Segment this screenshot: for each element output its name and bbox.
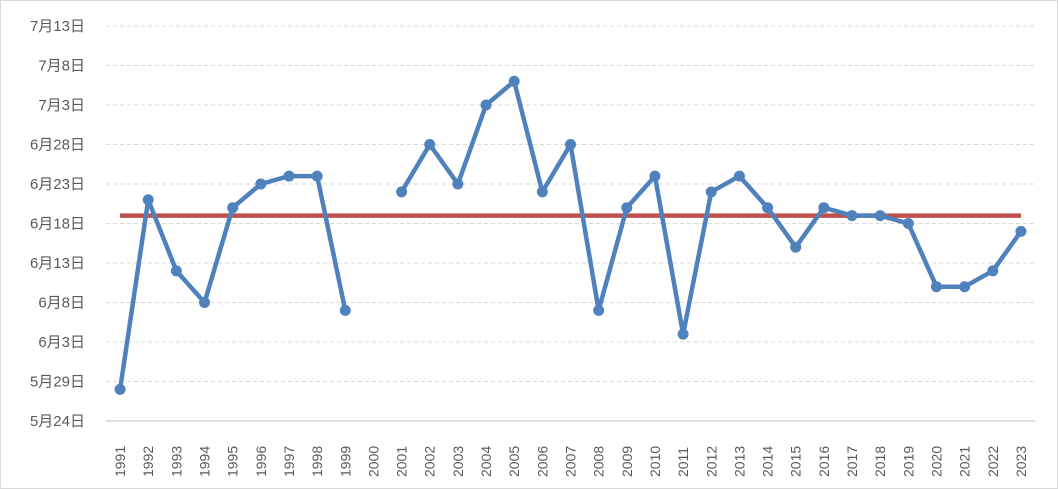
x-tick-label: 1991 <box>112 446 128 477</box>
x-tick-label: 2000 <box>365 446 381 477</box>
data-point <box>170 265 182 277</box>
x-tick-label: 2014 <box>760 446 776 477</box>
x-tick-label: 2011 <box>675 447 691 477</box>
x-tick-label: 2006 <box>534 446 550 477</box>
data-point <box>114 383 126 395</box>
x-tick-label: 1995 <box>225 446 241 477</box>
y-tick-label: 5月24日 <box>30 413 85 430</box>
x-tick-label: 1997 <box>281 446 297 477</box>
x-tick-label: 2001 <box>394 446 410 477</box>
data-point <box>649 170 661 182</box>
data-point <box>902 218 914 229</box>
y-tick-label: 6月28日 <box>30 137 85 154</box>
x-tick-label: 2023 <box>1013 446 1029 477</box>
x-tick-label: 2007 <box>563 446 579 477</box>
y-tick-label: 6月13日 <box>30 255 85 272</box>
x-tick-label: 2019 <box>900 446 916 477</box>
data-point <box>452 178 464 190</box>
x-tick-label: 1993 <box>168 446 184 477</box>
data-point <box>762 202 774 214</box>
x-tick-label: 1998 <box>309 446 325 477</box>
gridlines <box>106 25 1035 382</box>
y-tick-label: 5月29日 <box>30 374 85 391</box>
data-point <box>339 304 351 316</box>
x-tick-label: 1996 <box>253 446 269 477</box>
y-tick-label: 7月8日 <box>38 58 85 75</box>
data-point <box>424 139 436 150</box>
x-tick-label: 2008 <box>591 446 607 477</box>
x-axis-tick-labels: 1991 1992 1993 1994 1995 1996 1997 1998 1999 2000… <box>112 446 1029 477</box>
y-tick-label: 7月13日 <box>30 18 85 35</box>
data-point <box>705 186 717 198</box>
x-tick-label: 2013 <box>731 446 747 477</box>
x-tick-label: 2021 <box>957 446 973 477</box>
data-point <box>1015 225 1027 237</box>
x-tick-label: 2020 <box>928 446 944 477</box>
x-tick-label: 2003 <box>450 446 466 477</box>
data-point <box>508 75 520 87</box>
data-point <box>536 186 548 198</box>
x-tick-label: 2022 <box>985 446 1001 477</box>
x-tick-label: 2009 <box>619 446 635 477</box>
data-point <box>733 170 745 182</box>
y-tick-label: 6月18日 <box>30 216 85 233</box>
data-point <box>255 178 267 190</box>
data-point <box>818 202 830 214</box>
data-point <box>593 304 605 316</box>
x-tick-label: 2015 <box>788 446 804 477</box>
x-tick-label: 2002 <box>422 446 438 477</box>
data-point <box>790 241 802 253</box>
y-tick-label: 6月3日 <box>38 334 85 351</box>
x-tick-label: 2012 <box>703 446 719 477</box>
x-tick-label: 2005 <box>506 446 522 477</box>
y-tick-label: 6月8日 <box>38 295 85 312</box>
data-point <box>846 210 858 222</box>
x-tick-label: 2017 <box>844 446 860 477</box>
x-tick-label: 1999 <box>337 446 353 477</box>
series-line <box>399 79 1024 337</box>
x-tick-label: 1994 <box>197 446 213 477</box>
data-point <box>874 210 886 222</box>
y-tick-label: 7月3日 <box>38 97 85 114</box>
data-point <box>565 139 576 150</box>
data-point <box>959 281 971 293</box>
data-point <box>142 194 154 206</box>
data-point <box>283 170 295 182</box>
x-tick-label: 1992 <box>140 446 156 477</box>
data-point <box>677 328 689 340</box>
x-tick-label: 2004 <box>478 446 494 477</box>
series-markers <box>114 75 1027 395</box>
data-point <box>227 202 239 214</box>
data-point <box>930 281 942 293</box>
x-tick-label: 2010 <box>647 446 663 477</box>
data-point <box>396 186 408 198</box>
data-point <box>987 265 999 277</box>
x-tick-label: 2018 <box>872 446 888 477</box>
y-axis-tick-labels: 5月24日 5月29日 6月3日 6月8日 6月13日 6月18日 6月23日 6月28日 7月… <box>30 18 85 430</box>
data-point <box>480 99 492 111</box>
x-tick-label: 2016 <box>816 446 832 477</box>
y-tick-label: 6月23日 <box>30 176 85 193</box>
series-line-group <box>117 79 1024 392</box>
data-point <box>199 297 211 308</box>
data-point <box>311 170 323 182</box>
data-point <box>621 202 633 214</box>
